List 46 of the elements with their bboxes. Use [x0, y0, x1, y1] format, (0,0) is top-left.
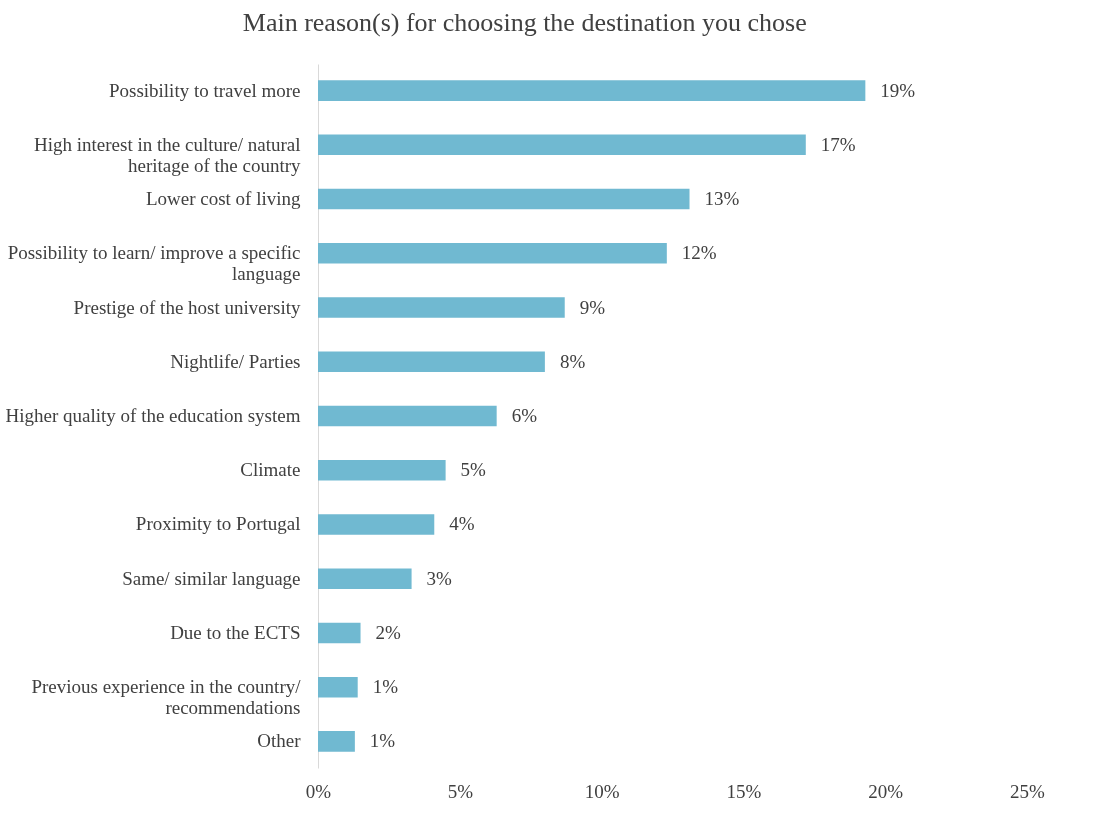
y-tick-label: Lower cost of living [145, 188, 301, 210]
x-tick-label: 15% [726, 780, 762, 802]
bar [318, 568, 412, 590]
data-label: 13% [704, 188, 740, 210]
x-tick-label: 25% [1010, 780, 1046, 802]
x-tick-label: 20% [868, 780, 904, 802]
y-tick-label: Climate [240, 459, 301, 481]
y-tick-label: Prestige of the host university [73, 296, 301, 318]
data-label: 3% [426, 567, 453, 589]
bar [318, 622, 361, 644]
y-tick-label: Same/ similar language [122, 567, 301, 589]
x-tick-label: 10% [584, 780, 620, 802]
data-label: 19% [880, 79, 916, 101]
data-label: 9% [579, 296, 606, 318]
bar [318, 676, 358, 698]
data-label: 2% [375, 621, 402, 643]
bar [318, 405, 497, 427]
y-tick-label: Possibility to learn/ improve a specific language [7, 242, 301, 285]
data-label: 1% [369, 730, 396, 752]
data-label: 8% [559, 350, 586, 372]
y-tick-label: Higher quality of the education system [5, 405, 301, 426]
data-label: 17% [820, 133, 856, 155]
chart-title: Main reason(s) for choosing the destination you chose [242, 8, 807, 37]
bar [318, 297, 565, 318]
y-tick-label: Due to the ECTS [170, 621, 301, 643]
bar [318, 731, 355, 752]
x-tick-label: 5% [447, 780, 474, 802]
bar [318, 459, 446, 481]
bar [318, 188, 690, 210]
y-tick-label: Previous experience in the country/ recommendations [31, 676, 302, 719]
y-tick-label: Possibility to travel more [108, 79, 301, 101]
y-tick-label: High interest in the culture/ natural heritage of the country [34, 133, 301, 176]
data-label: 12% [681, 242, 717, 264]
bar [318, 351, 545, 373]
y-tick-label: Proximity to Portugal [135, 513, 301, 535]
bar [318, 242, 667, 264]
y-tick-label: Nightlife/ Parties [170, 350, 301, 372]
data-label: 5% [460, 459, 487, 481]
data-label: 1% [372, 676, 399, 698]
x-tick-label: 0% [305, 780, 332, 802]
bar [318, 80, 866, 101]
bar [318, 514, 435, 535]
y-tick-label: Other [257, 730, 302, 752]
data-label: 6% [511, 405, 538, 426]
bar [318, 134, 806, 156]
data-label: 4% [449, 513, 475, 535]
